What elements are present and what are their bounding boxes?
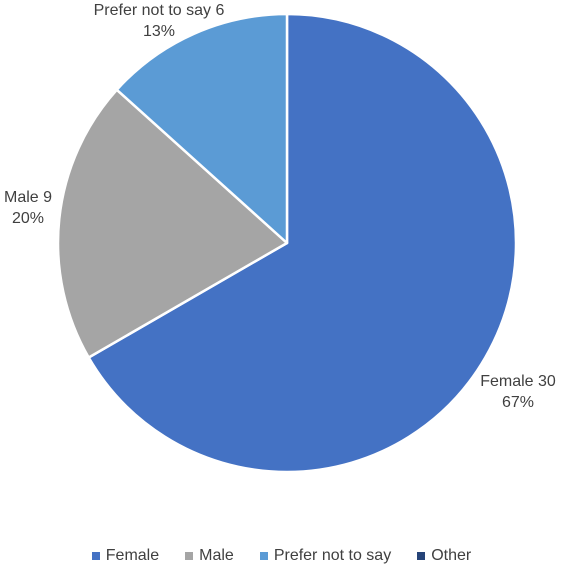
legend-item-other: Other [417, 547, 471, 565]
legend-label-other: Other [431, 547, 472, 564]
legend-item-prefer-not-to-say: Prefer not to say [259, 547, 392, 565]
pie-chart-svg: Female 30 67% Male 9 20% Prefer not to say 6… [4, 2, 556, 474]
pie-data-labels: Female 30 67% Male 9 20% Prefer not to say 6… [4, 2, 556, 411]
data-label-prefer-not-to-say: Prefer not to say 6 13% [94, 2, 225, 40]
legend-swatch-prefer-not-to-say [259, 552, 268, 560]
legend-swatch-male [185, 552, 194, 560]
pie-slices [56, 12, 518, 474]
data-label-female: Female 30 67% [480, 373, 556, 411]
legend-label-female: Female [105, 547, 160, 564]
legend-item-female: Female [91, 547, 160, 565]
pie-slice-male [56, 88, 289, 359]
legend-swatch-other [417, 552, 426, 560]
legend-label-male: Male [199, 547, 234, 564]
legend: Female Male Prefer not to say Other [0, 545, 563, 567]
pie-slice-female [87, 12, 518, 474]
legend-label-prefer-not-to-say: Prefer not to say [273, 547, 392, 564]
legend-item-male: Male [185, 547, 234, 565]
pie-slice-prefer-not-to-say [115, 12, 289, 245]
legend-swatch-female [91, 552, 100, 560]
data-label-male: Male 9 20% [4, 189, 52, 227]
